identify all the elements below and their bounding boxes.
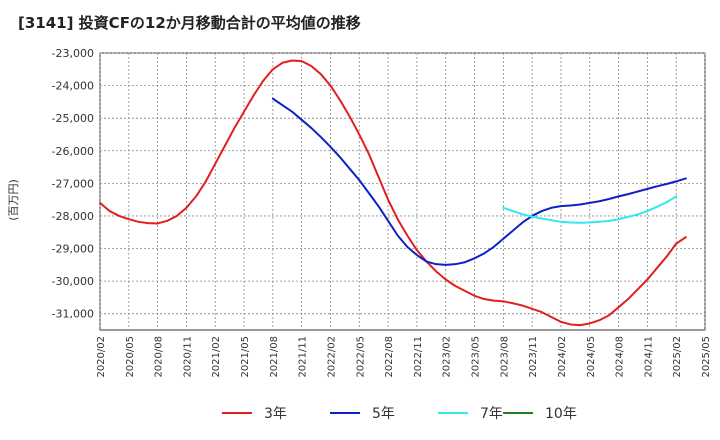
x-tick-label: 2020/02 [96, 336, 107, 378]
x-tick-label: 2024/02 [557, 336, 568, 378]
x-tick-label: 2020/08 [154, 336, 165, 378]
x-axis: 2020/02 2020/05 2020/08 2020/11 2021/02 2021/… [96, 336, 712, 378]
legend-label: 10年 [545, 406, 577, 422]
legend-item: 3年 [222, 406, 287, 422]
legend-item: 7年 [438, 406, 503, 422]
x-tick-label: 2023/11 [528, 336, 539, 378]
x-tick-label: 2025/02 [672, 336, 683, 378]
x-tick-label: 2024/08 [615, 336, 626, 378]
legend-label: 7年 [480, 406, 503, 422]
x-tick-label: 2022/11 [413, 336, 424, 378]
legend-label: 3年 [264, 406, 287, 422]
x-tick-label: 2021/05 [240, 336, 251, 378]
x-tick-label: 2020/11 [182, 336, 193, 378]
y-tick-label: -27,000 [52, 177, 94, 190]
x-tick-label: 2024/11 [643, 336, 654, 378]
x-tick-label: 2023/05 [471, 336, 482, 378]
legend: 3年 5年 7年 10年 [222, 406, 577, 422]
y-tick-label: -29,000 [52, 243, 94, 256]
y-axis: -23,000 -24,000 -25,000 -26,000 -27,000 -28,0… [52, 47, 94, 321]
x-tick-label: 2021/08 [269, 336, 280, 378]
plot-frame [99, 52, 706, 331]
series-layer [99, 59, 687, 327]
x-tick-label: 2022/02 [326, 336, 337, 378]
y-tick-label: -30,000 [52, 275, 94, 288]
x-tick-label: 2021/02 [211, 336, 222, 378]
x-tick-label: 2023/02 [442, 336, 453, 378]
x-tick-label: 2022/05 [355, 336, 366, 378]
y-tick-label: -28,000 [52, 210, 94, 223]
chart-title: [3141] 投資CFの12か月移動合計の平均値の推移 [18, 14, 361, 32]
x-tick-label: 2025/05 [701, 336, 712, 378]
x-tick-label: 2023/08 [499, 336, 510, 378]
series-line-3年 [99, 59, 687, 327]
series-line-5年 [271, 97, 687, 266]
y-tick-label: -26,000 [52, 145, 94, 158]
legend-label: 5年 [372, 406, 395, 422]
x-tick-label: 2024/05 [586, 336, 597, 378]
legend-item: 10年 [503, 406, 577, 422]
x-tick-label: 2022/08 [384, 336, 395, 378]
x-tick-label: 2020/05 [125, 336, 136, 378]
y-tick-label: -24,000 [52, 80, 94, 93]
y-tick-label: -23,000 [52, 47, 94, 60]
series-line-7年 [502, 195, 678, 224]
y-tick-label: -31,000 [52, 308, 94, 321]
grid-layer [99, 52, 706, 330]
legend-item: 5年 [330, 406, 395, 422]
x-tick-label: 2021/11 [298, 336, 309, 378]
y-axis-label: (百万円) [7, 179, 20, 221]
y-tick-label: -25,000 [52, 112, 94, 125]
